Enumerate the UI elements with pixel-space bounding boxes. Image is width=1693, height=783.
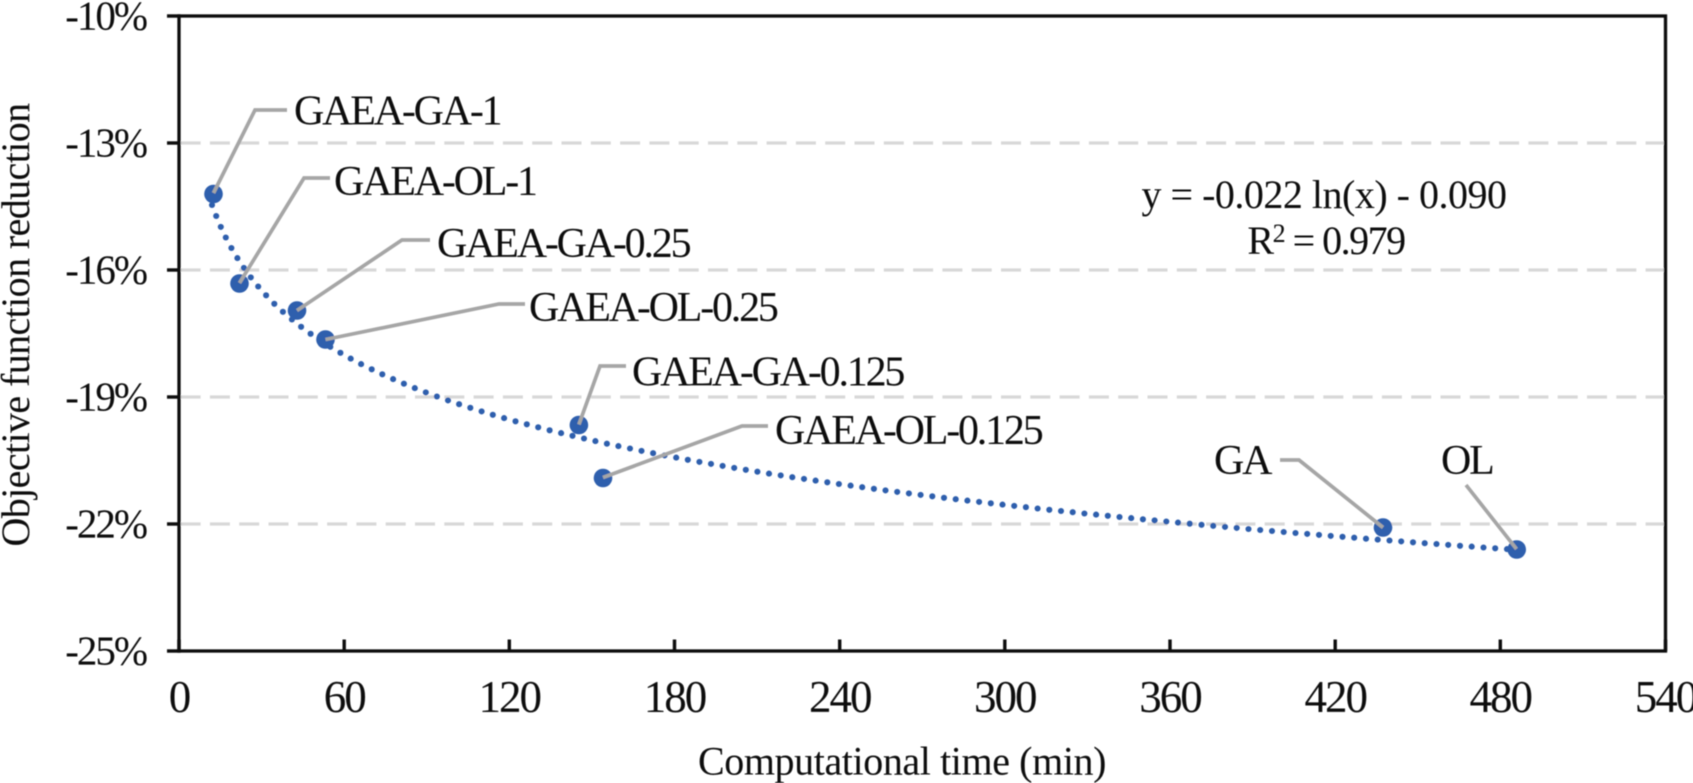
svg-text:60: 60 (324, 672, 366, 722)
svg-text:GA: GA (1214, 438, 1273, 484)
svg-text:Computational time (min): Computational time (min) (698, 739, 1106, 783)
svg-text:OL: OL (1441, 438, 1493, 484)
svg-text:-22%: -22% (65, 500, 147, 546)
svg-text:-19%: -19% (65, 373, 147, 419)
svg-text:540: 540 (1635, 672, 1693, 722)
svg-text:Objective function reduction: Objective function reduction (0, 103, 38, 547)
svg-text:-10%: -10% (65, 0, 147, 38)
svg-text:-13%: -13% (65, 119, 147, 165)
svg-text:GAEA-OL-0.25: GAEA-OL-0.25 (529, 285, 778, 331)
svg-text:360: 360 (1139, 672, 1201, 722)
svg-text:0: 0 (169, 672, 190, 722)
svg-text:300: 300 (974, 672, 1036, 722)
svg-text:R2 = 0.979: R2 = 0.979 (1247, 218, 1405, 263)
svg-text:-16%: -16% (65, 246, 147, 292)
svg-text:GAEA-GA-1: GAEA-GA-1 (294, 89, 501, 135)
svg-text:480: 480 (1470, 672, 1532, 722)
svg-text:120: 120 (479, 672, 541, 722)
svg-text:GAEA-GA-0.125: GAEA-GA-0.125 (632, 350, 904, 396)
svg-text:420: 420 (1304, 672, 1366, 722)
svg-text:GAEA-OL-0.125: GAEA-OL-0.125 (775, 408, 1043, 454)
svg-text:y = -0.022 ln(x) - 0.090: y = -0.022 ln(x) - 0.090 (1142, 172, 1507, 217)
svg-text:-25%: -25% (65, 627, 147, 673)
svg-text:180: 180 (644, 672, 706, 722)
svg-text:240: 240 (809, 672, 871, 722)
svg-text:GAEA-GA-0.25: GAEA-GA-0.25 (437, 221, 691, 267)
svg-text:GAEA-OL-1: GAEA-OL-1 (334, 159, 536, 205)
